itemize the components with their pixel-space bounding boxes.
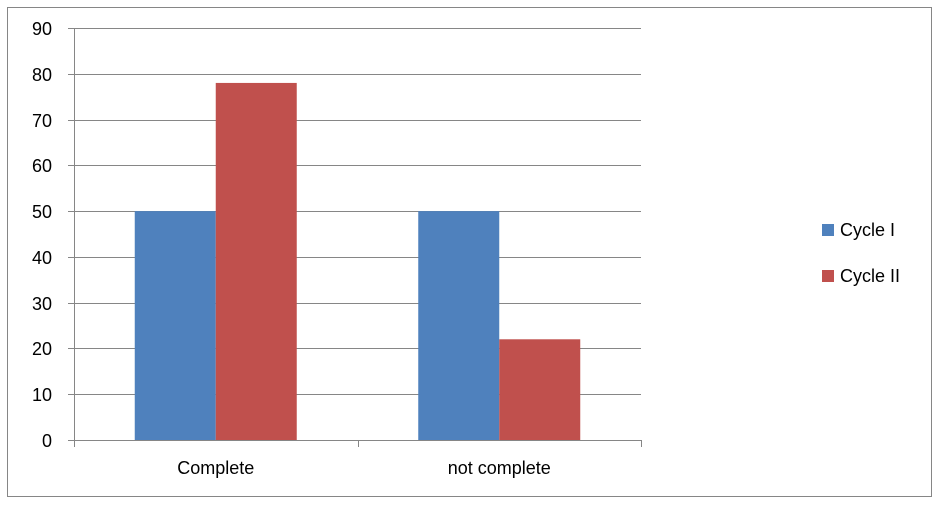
x-tick-labels: Complete not complete	[177, 458, 551, 478]
axes	[68, 28, 642, 447]
y-tick-label: 40	[32, 248, 52, 268]
y-tick-label: 60	[32, 156, 52, 176]
legend-swatch	[822, 270, 834, 282]
y-tick-label: 80	[32, 65, 52, 85]
y-tick-label: 10	[32, 385, 52, 405]
bar-cycle-i-complete	[134, 211, 216, 440]
bar-cycle-i-not-complete	[418, 211, 500, 440]
legend-label: Cycle I	[840, 220, 895, 240]
bar-cycle-ii-not-complete	[499, 339, 581, 440]
y-tick-label: 30	[32, 294, 52, 314]
y-tick-label: 0	[42, 431, 52, 451]
y-tick-label: 50	[32, 202, 52, 222]
y-tick-label: 90	[32, 19, 52, 39]
legend-label: Cycle II	[840, 266, 900, 286]
legend: Cycle I Cycle II	[822, 220, 900, 286]
bars	[134, 82, 581, 440]
y-tick-labels: 0 10 20 30 40 50 60 70 80 90	[32, 19, 52, 451]
x-tick-label: not complete	[448, 458, 551, 478]
bar-cycle-ii-complete	[215, 82, 297, 440]
legend-swatch	[822, 224, 834, 236]
y-tick-label: 70	[32, 111, 52, 131]
x-tick-label: Complete	[177, 458, 254, 478]
y-tick-label: 20	[32, 339, 52, 359]
